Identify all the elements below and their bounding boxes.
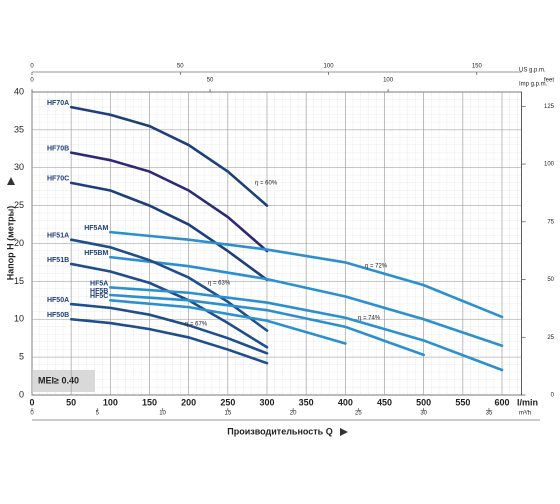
pump-curve <box>69 181 269 282</box>
x-tick-label: 150 <box>142 397 157 407</box>
x-tick-label: 550 <box>455 397 470 407</box>
y-tick-label: 40 <box>14 86 24 96</box>
tick-label: 0 <box>30 64 34 70</box>
x-tick-label: 250 <box>220 397 235 407</box>
tick-label: 0 <box>30 78 34 84</box>
curve-label: HF5BM <box>84 250 108 257</box>
x-tick-label: 100 <box>103 397 118 407</box>
feet-tick-label: 25 <box>547 335 554 341</box>
axis-unit: Imp g.p.m. <box>519 82 548 88</box>
efficiency-label: η = 72% <box>365 264 388 270</box>
tick-label: 15 <box>224 411 231 417</box>
curve-label: HF5A <box>90 280 108 287</box>
efficiency-label: η = 63% <box>208 281 231 287</box>
tick-label: 50 <box>177 64 184 70</box>
tick-label: 25 <box>355 411 362 417</box>
curve-label: HF50B <box>47 312 69 319</box>
y-tick-label: 5 <box>19 352 24 362</box>
efficiency-label: η = 60% <box>255 181 278 187</box>
pump-curve <box>69 105 269 207</box>
feet-tick-label: 125 <box>544 104 555 110</box>
x-tick-label: 50 <box>66 397 76 407</box>
tick-label: 150 <box>472 64 483 70</box>
tick-label: 20 <box>290 411 297 417</box>
pump-curve <box>109 293 425 357</box>
x-tick-label: 200 <box>181 397 196 407</box>
y-tick-label: 35 <box>14 124 24 134</box>
pump-curve <box>109 299 347 345</box>
y-arrow <box>7 177 15 185</box>
y-tick-label: 30 <box>14 162 24 172</box>
badge-box <box>32 370 95 392</box>
pump-curve <box>109 286 504 372</box>
efficiency-label: η = 67% <box>185 322 208 328</box>
feet-tick-label: 100 <box>544 162 555 168</box>
y-tick-label: 20 <box>14 238 24 248</box>
efficiency-label: η = 74% <box>358 316 381 322</box>
pump-curve <box>109 255 504 348</box>
x-arrow <box>340 428 348 436</box>
pump-curve <box>69 302 269 355</box>
x-tick-label: 600 <box>495 397 510 407</box>
axis-unit: feet <box>544 78 554 84</box>
x-unit: l/min <box>517 397 538 407</box>
y-axis-title: Напор H (метры) <box>5 206 15 281</box>
tick-label: 35 <box>486 411 493 417</box>
x-tick-label: 450 <box>377 397 392 407</box>
curve-label: HF51A <box>47 233 69 240</box>
tick-label: 100 <box>383 78 394 84</box>
curve-label: HF70B <box>47 145 69 152</box>
y-tick-label: 0 <box>19 389 24 399</box>
x-tick-label: 350 <box>299 397 314 407</box>
x-tick-label: 0 <box>29 397 34 407</box>
curve-label: HF5AM <box>84 225 108 232</box>
x-tick-label: 400 <box>338 397 353 407</box>
axis-unit: m³/h <box>519 411 531 417</box>
tick-label: 100 <box>324 64 335 70</box>
tick-label: 10 <box>159 411 166 417</box>
x-tick-label: 500 <box>416 397 431 407</box>
tick-label: 50 <box>207 78 214 84</box>
tick-label: 5 <box>96 411 100 417</box>
curve-label: HF50A <box>47 297 69 304</box>
y-tick-label: 25 <box>14 200 24 210</box>
curve-label: HF70C <box>47 176 69 183</box>
badge: MEI≥ 0.40 <box>38 375 79 385</box>
curve-label: HF5B <box>90 288 108 295</box>
tick-label: 0 <box>30 411 34 417</box>
y-tick-label: 15 <box>14 276 24 286</box>
x-axis-title: Производительность Q <box>227 426 332 436</box>
pump-curve <box>109 230 504 319</box>
feet-tick-label: 0 <box>551 393 555 399</box>
x-tick-label: 300 <box>259 397 274 407</box>
axis-unit: US g.p.m. <box>519 68 546 74</box>
curve-label: HF70A <box>47 100 69 107</box>
curve-label: HF51B <box>47 257 69 264</box>
feet-tick-label: 50 <box>547 277 554 283</box>
curve-label: HF5C <box>90 293 108 300</box>
tick-label: 30 <box>420 411 427 417</box>
y-tick-label: 10 <box>14 314 24 324</box>
pump-curve <box>69 317 269 365</box>
feet-tick-label: 75 <box>547 219 554 225</box>
pump-curve <box>69 151 269 253</box>
